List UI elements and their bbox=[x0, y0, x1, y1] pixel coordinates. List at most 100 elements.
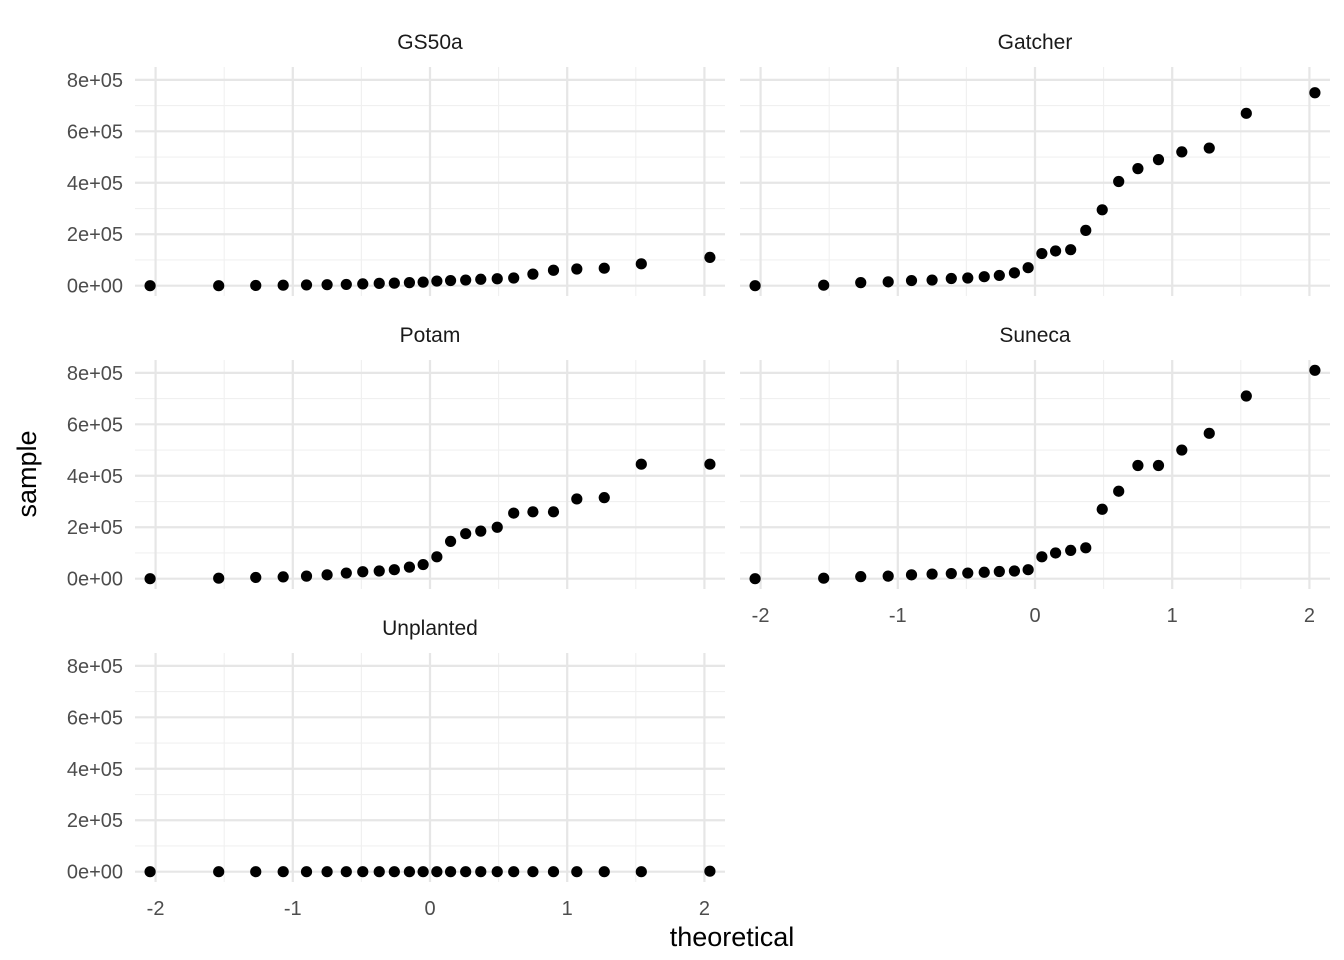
data-point bbox=[431, 866, 443, 878]
data-point bbox=[373, 866, 385, 878]
data-point bbox=[403, 561, 416, 573]
panel-unplanted: Unplanted 0e+00 2e+05 4e+05 6e+05 8e+05 -2 -1 0 1… bbox=[67, 617, 725, 920]
data-point bbox=[508, 507, 520, 519]
x-tick-label: -2 bbox=[752, 605, 770, 627]
data-point bbox=[635, 866, 647, 878]
data-point bbox=[300, 866, 313, 878]
data-point bbox=[357, 566, 369, 578]
data-point bbox=[818, 572, 830, 584]
x-tick-label: 0 bbox=[1029, 605, 1040, 627]
data-point bbox=[882, 570, 894, 582]
data-point bbox=[704, 865, 716, 877]
data-point bbox=[388, 866, 400, 878]
data-point bbox=[300, 279, 313, 291]
data-point bbox=[1049, 547, 1062, 559]
data-point bbox=[460, 274, 472, 286]
data-point bbox=[1152, 459, 1165, 472]
data-point bbox=[905, 274, 918, 287]
data-point bbox=[1203, 427, 1215, 439]
data-point bbox=[1113, 175, 1125, 188]
data-point bbox=[403, 866, 416, 878]
data-point bbox=[1309, 364, 1321, 376]
data-point bbox=[357, 866, 369, 878]
y-tick-label: 4e+05 bbox=[67, 466, 123, 488]
data-point bbox=[144, 866, 156, 878]
panel-title: Gatcher bbox=[998, 31, 1073, 54]
data-point bbox=[1096, 204, 1108, 216]
x-axis-title: theoretical bbox=[670, 922, 795, 952]
y-tick-label: 4e+05 bbox=[67, 759, 123, 781]
data-point bbox=[475, 273, 487, 285]
data-point bbox=[1065, 544, 1077, 557]
x-tick-label: 1 bbox=[1167, 605, 1178, 627]
x-tick-label: -1 bbox=[284, 898, 302, 920]
data-point bbox=[962, 567, 974, 579]
y-tick-label: 2e+05 bbox=[67, 810, 123, 832]
data-point bbox=[882, 276, 894, 288]
panel-title: Unplanted bbox=[382, 617, 478, 640]
y-tick-label: 8e+05 bbox=[67, 656, 123, 678]
data-point bbox=[978, 566, 990, 578]
data-point bbox=[491, 866, 503, 878]
panel-title: Suneca bbox=[999, 324, 1071, 347]
data-point bbox=[403, 277, 416, 289]
data-point bbox=[250, 866, 262, 878]
data-point bbox=[1176, 444, 1188, 456]
data-point bbox=[250, 571, 262, 584]
data-point bbox=[1240, 390, 1252, 402]
data-point bbox=[547, 264, 560, 276]
data-point bbox=[993, 269, 1005, 282]
data-point bbox=[491, 273, 503, 285]
x-tick-label: -1 bbox=[889, 605, 907, 627]
panel-title: Potam bbox=[400, 324, 461, 347]
panel-potam: Potam 0e+00 2e+05 4e+05 6e+05 8e+05 bbox=[67, 324, 725, 591]
data-point bbox=[417, 558, 429, 571]
data-point bbox=[945, 567, 957, 580]
data-point bbox=[444, 274, 457, 287]
y-tick-label: 0e+00 bbox=[67, 569, 123, 591]
data-point bbox=[1309, 87, 1321, 99]
panel-gatcher: Gatcher bbox=[740, 31, 1330, 296]
data-point bbox=[598, 492, 610, 504]
data-point bbox=[547, 506, 560, 518]
panel-suneca: Suneca -2 -1 0 1 2 bbox=[740, 324, 1330, 627]
data-point bbox=[598, 866, 610, 878]
y-tick-label: 2e+05 bbox=[67, 224, 123, 246]
data-point bbox=[250, 279, 262, 292]
y-tick-label: 0e+00 bbox=[67, 862, 123, 884]
data-point bbox=[277, 279, 289, 291]
y-tick-label: 6e+05 bbox=[67, 707, 123, 729]
y-tick-label: 2e+05 bbox=[67, 517, 123, 539]
data-point bbox=[1203, 142, 1215, 154]
data-point bbox=[340, 567, 352, 579]
data-point bbox=[527, 268, 539, 280]
data-point bbox=[855, 571, 867, 583]
data-point bbox=[475, 866, 487, 878]
x-tick-label: 2 bbox=[1304, 605, 1315, 627]
data-point bbox=[571, 493, 583, 505]
data-point bbox=[417, 866, 429, 878]
data-point bbox=[321, 569, 333, 581]
data-point bbox=[213, 572, 225, 584]
data-point bbox=[1132, 163, 1144, 175]
y-tick-label: 8e+05 bbox=[67, 70, 123, 92]
y-tick-label: 8e+05 bbox=[67, 363, 123, 385]
data-point bbox=[704, 251, 716, 264]
data-point bbox=[571, 866, 583, 878]
data-point bbox=[340, 278, 352, 291]
data-point bbox=[491, 521, 503, 533]
data-point bbox=[1080, 224, 1092, 236]
data-point bbox=[598, 262, 610, 274]
data-point bbox=[635, 458, 647, 470]
panel-title: GS50a bbox=[397, 31, 463, 54]
data-point bbox=[357, 278, 369, 290]
data-point bbox=[144, 280, 156, 292]
data-point bbox=[321, 279, 333, 291]
data-point bbox=[1240, 107, 1252, 119]
data-point bbox=[978, 271, 990, 283]
data-point bbox=[704, 458, 716, 470]
data-point bbox=[962, 272, 974, 284]
data-point bbox=[417, 276, 429, 288]
data-point bbox=[277, 866, 289, 878]
data-point bbox=[527, 866, 539, 878]
